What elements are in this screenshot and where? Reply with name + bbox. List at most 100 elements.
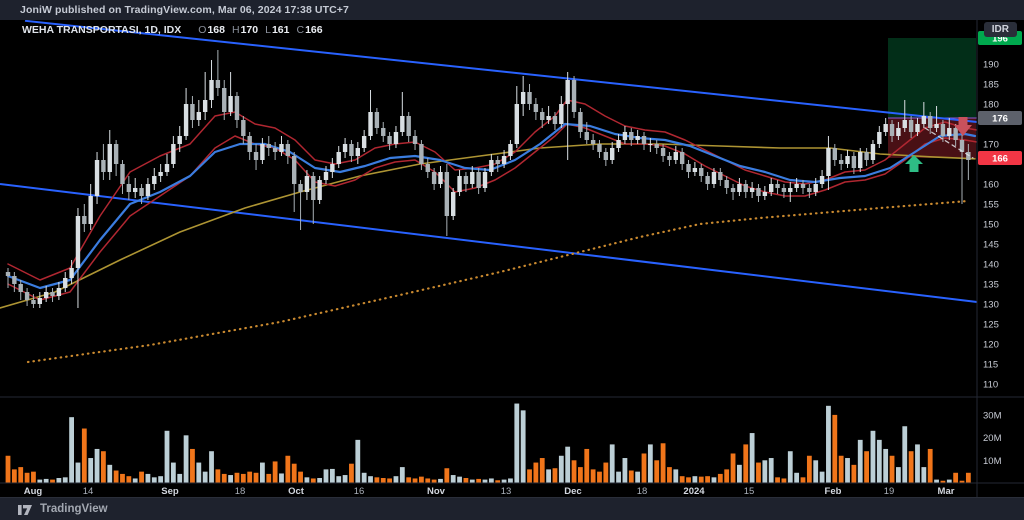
candle-body — [18, 284, 23, 292]
candle-body — [775, 184, 780, 188]
candle-body — [476, 172, 481, 188]
candle-body — [361, 136, 367, 148]
volume-bar — [272, 461, 278, 483]
candle-body — [578, 112, 583, 132]
volume-bar — [616, 471, 621, 483]
volume-bar — [800, 477, 806, 483]
time-tick-label: 18 — [637, 486, 648, 497]
candle-body — [158, 172, 163, 176]
volume-bar — [533, 462, 539, 483]
candle-body — [482, 172, 488, 188]
volume-bar — [590, 469, 596, 483]
volume-bar — [158, 476, 164, 483]
symbol-legend[interactable]: WEHA TRANSPORTASI, 1D, IDX O168 H170 L161 C1… — [22, 24, 323, 36]
candle-body — [660, 148, 666, 156]
candle-body — [164, 164, 170, 172]
candle-body — [673, 152, 678, 160]
volume-bar — [101, 451, 106, 483]
candle-body — [648, 144, 653, 145]
volume-bar — [113, 470, 119, 483]
candle-body — [597, 144, 602, 152]
volume-bar — [355, 439, 361, 483]
candle-body — [800, 184, 806, 188]
candle-body — [902, 120, 907, 128]
volume-bar — [323, 469, 329, 483]
candle-body — [565, 80, 570, 104]
volume-bar — [749, 433, 755, 483]
volume-bar — [291, 463, 297, 483]
candle-body — [463, 176, 469, 184]
price-tick-label: 170 — [983, 140, 999, 151]
candle-body — [196, 112, 201, 120]
candle-body — [37, 298, 42, 304]
volume-bar — [711, 477, 717, 483]
volume-bar — [419, 476, 424, 483]
candle-body — [495, 160, 500, 164]
volume-bar — [488, 478, 494, 483]
volume-bar — [482, 479, 488, 483]
volume-bar — [832, 414, 838, 483]
volume-bar — [107, 464, 113, 483]
footer-bar: TradingView — [0, 497, 1024, 520]
candle-body — [393, 132, 399, 144]
volume-bar — [673, 469, 679, 483]
volume-bar — [11, 469, 17, 483]
candle-body — [5, 272, 11, 276]
volume-bar — [228, 475, 233, 483]
candle-body — [349, 144, 354, 156]
candle-body — [82, 216, 87, 224]
candle-body — [12, 276, 17, 284]
volume-bar — [514, 403, 520, 483]
price-tick-label: 150 — [983, 220, 999, 231]
volume-bar — [819, 471, 825, 483]
volume-bar — [667, 467, 672, 483]
volume-bar — [406, 477, 412, 483]
candle-body — [107, 144, 112, 172]
tradingview-brand-text[interactable]: TradingView — [40, 503, 108, 515]
candle-body — [387, 136, 392, 144]
volume-bar — [412, 478, 418, 483]
volume-bar — [743, 444, 749, 483]
candle-body — [292, 156, 297, 184]
candle-body — [56, 288, 62, 296]
time-tick-label: Aug — [24, 486, 43, 497]
candle-body — [171, 144, 176, 164]
candle-body — [921, 116, 927, 124]
volume-bar — [826, 405, 831, 483]
volume-bar — [851, 464, 857, 483]
candle-body — [527, 92, 532, 104]
time-tick-label: 19 — [884, 486, 895, 497]
candle-body — [501, 156, 507, 164]
candle-body — [113, 144, 119, 164]
candle-body — [317, 180, 322, 200]
price-axis-panel[interactable] — [977, 20, 1024, 497]
volume-bar — [69, 417, 74, 483]
volume-bar — [965, 472, 971, 483]
currency-toggle-button[interactable]: IDR — [983, 22, 1017, 37]
volume-bar — [425, 478, 431, 483]
candle-body — [807, 188, 812, 192]
candle-body — [705, 176, 710, 184]
ohlc-open-value: 168 — [207, 24, 225, 36]
candle-body — [590, 140, 596, 144]
volume-bar — [361, 472, 367, 483]
ohlc-open-key: O — [198, 24, 207, 36]
candle-body — [743, 184, 748, 192]
volume-bar — [444, 468, 450, 483]
candle-body — [272, 148, 278, 152]
volume-bar — [374, 477, 380, 483]
candle-body — [253, 152, 259, 160]
candle-body — [63, 278, 68, 288]
candle-body — [241, 120, 246, 136]
chart-canvas[interactable]: 190 185 180 170 160 155 150 145 140 135 130 125 120 1… — [0, 20, 1024, 497]
volume-bar — [285, 455, 291, 483]
volume-bar — [190, 448, 195, 483]
candle-body — [431, 172, 437, 184]
tradingview-logo-icon[interactable] — [18, 502, 33, 516]
volume-bar — [37, 479, 43, 483]
volume-bar — [5, 455, 11, 483]
stop-price-label-text: 166 — [992, 154, 1008, 165]
candle-body — [819, 176, 825, 184]
dashed-minor-trendline — [924, 127, 974, 159]
publish-bar: JoniW published on TradingView.com, Mar … — [0, 0, 1024, 20]
